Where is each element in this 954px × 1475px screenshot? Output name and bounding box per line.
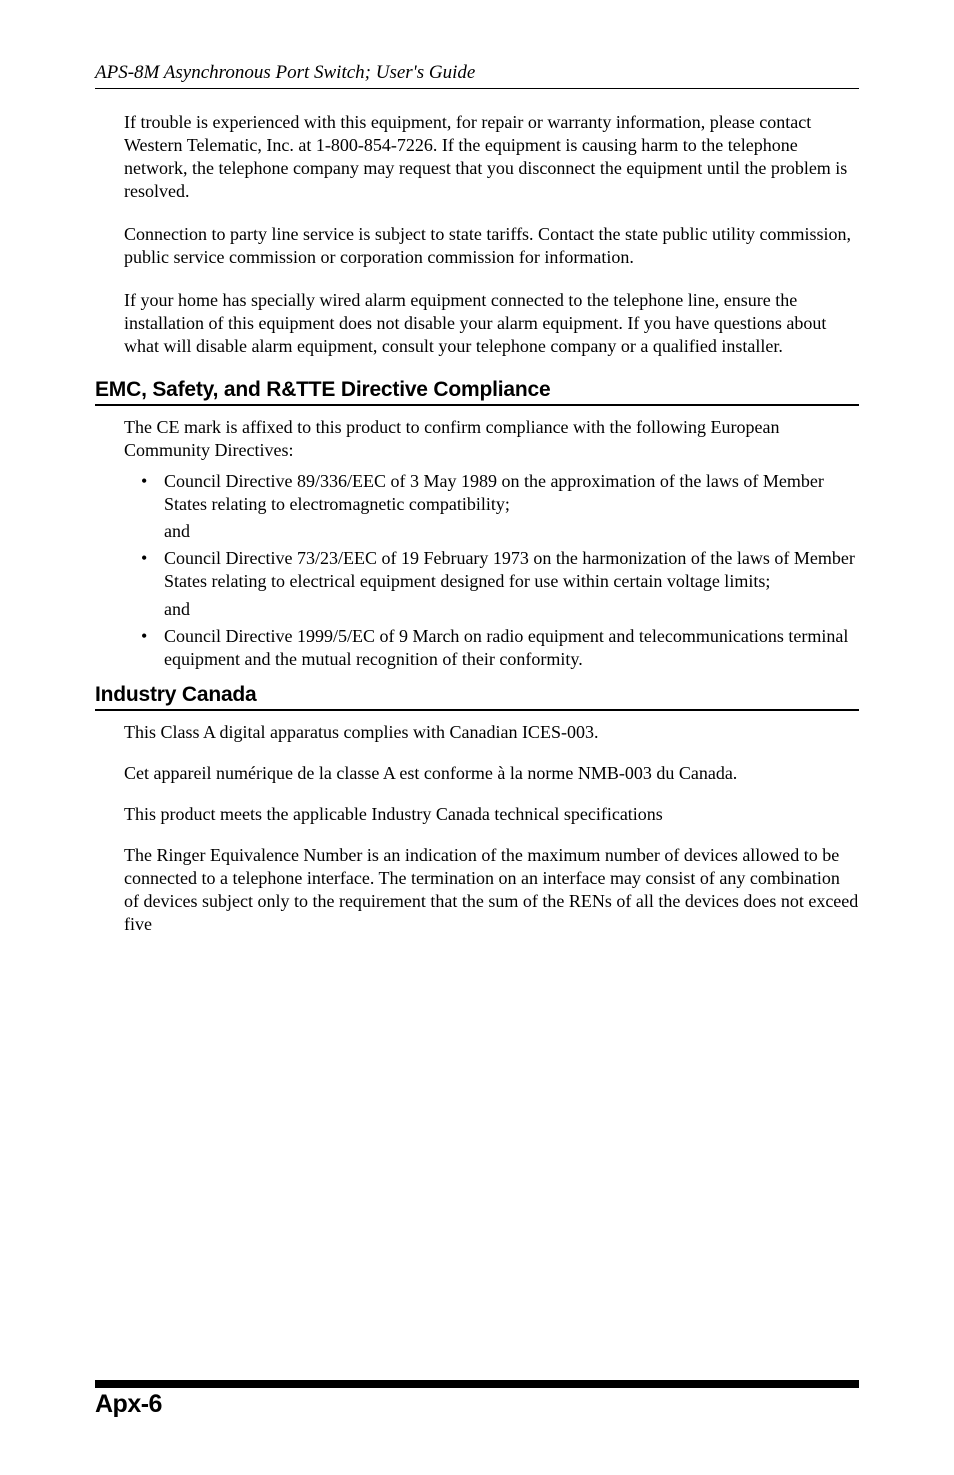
list-item-and: and [164,598,859,621]
page-content: APS-8M Asynchronous Port Switch; User's … [0,0,954,936]
section-heading-emc: EMC, Safety, and R&TTE Directive Complia… [95,378,859,406]
list-item-and: and [164,520,859,543]
section-intro: The CE mark is affixed to this product t… [124,416,859,462]
bullet-icon: • [141,547,147,570]
page-footer: Apx-6 [95,1380,859,1419]
paragraph: This product meets the applicable Indust… [124,803,859,826]
bullet-icon: • [141,470,147,493]
section-heading-canada: Industry Canada [95,683,859,711]
list-item: • Council Directive 89/336/EEC of 3 May … [124,470,859,543]
running-header: APS-8M Asynchronous Port Switch; User's … [95,62,859,89]
list-item-text: Council Directive 89/336/EEC of 3 May 19… [164,471,824,514]
list-item-text: Council Directive 73/23/EEC of 19 Februa… [164,548,855,591]
page-number: Apx-6 [95,1390,859,1419]
paragraph: This Class A digital apparatus complies … [124,721,859,744]
paragraph: Connection to party line service is subj… [124,223,859,269]
paragraph: The Ringer Equivalence Number is an indi… [124,844,859,936]
footer-rule [95,1380,859,1388]
paragraph: If your home has specially wired alarm e… [124,289,859,358]
directive-list: • Council Directive 89/336/EEC of 3 May … [124,470,859,670]
list-item: • Council Directive 1999/5/EC of 9 March… [124,625,859,671]
bullet-icon: • [141,625,147,648]
paragraph: Cet appareil numérique de la classe A es… [124,762,859,785]
list-item: • Council Directive 73/23/EEC of 19 Febr… [124,547,859,620]
paragraph: If trouble is experienced with this equi… [124,111,859,203]
list-item-text: Council Directive 1999/5/EC of 9 March o… [164,626,848,669]
